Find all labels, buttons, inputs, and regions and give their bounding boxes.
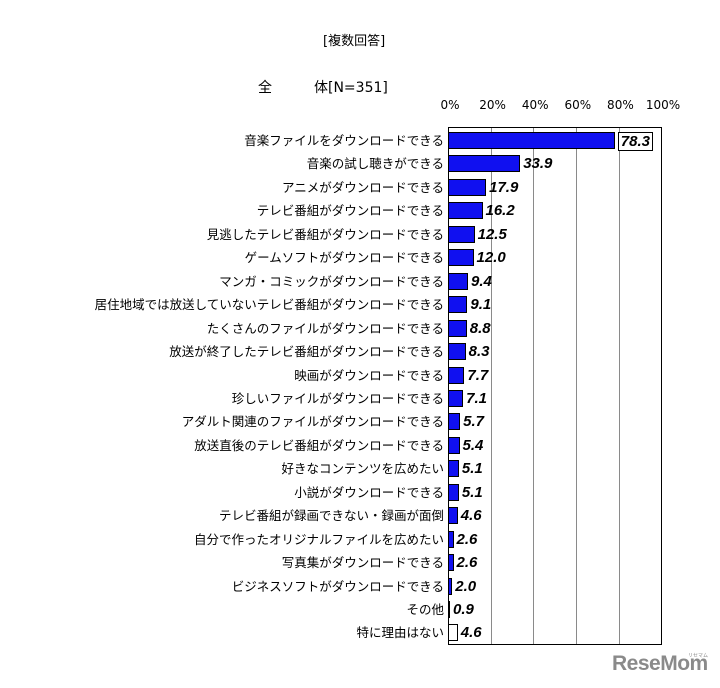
category-label: 居住地域では放送していないテレビ番組がダウンロードできる: [94, 297, 444, 313]
value-label: 5.7: [463, 413, 484, 431]
category-label: 写真集がダウンロードできる: [281, 555, 444, 571]
bar: [448, 249, 474, 267]
bar: [448, 178, 487, 196]
value-label: 2.6: [456, 554, 478, 572]
plot-area: [448, 127, 662, 645]
category-label: 音楽ファイルをダウンロードできる: [244, 133, 444, 148]
category-label: ゲームソフトがダウンロードできる: [244, 250, 444, 266]
bar: [448, 296, 468, 314]
bar: [448, 577, 453, 595]
value-label: 5.1: [461, 483, 483, 501]
value-label: 4.6: [460, 624, 482, 642]
value-label: 9.1: [470, 296, 492, 314]
bar: [448, 554, 454, 572]
category-label: その他: [406, 602, 444, 617]
value-label: 8.8: [469, 319, 491, 337]
bar: [448, 530, 454, 548]
group-title-right: 体[N=351]: [314, 80, 388, 96]
value-label: 7.1: [466, 389, 487, 407]
gridline-80: [618, 128, 620, 644]
category-label: 小説がダウンロードできる: [294, 484, 444, 500]
x-tick-label: 60%: [564, 98, 592, 112]
bar: [448, 366, 465, 384]
x-tick-label: 100%: [645, 98, 681, 112]
gridline-60: [576, 128, 577, 644]
category-label: 放送直後のテレビ番組がダウンロードできる: [194, 437, 444, 453]
bar: [448, 202, 483, 220]
category-label: ビジネスソフトがダウンロードできる: [231, 578, 444, 594]
category-label: 見逃したテレビ番組がダウンロードできる: [206, 226, 444, 242]
value-label: 0.9: [453, 601, 474, 618]
bar: [448, 413, 461, 431]
bar: [448, 436, 460, 454]
value-label: 8.3: [468, 343, 490, 361]
resemom-logo: ReseMom: [612, 652, 708, 675]
value-label: 2.0: [455, 577, 477, 595]
value-label: 16.2: [485, 202, 515, 220]
value-label: 33.9: [523, 155, 553, 173]
category-label: 自分で作ったオリジナルファイルを広めたい: [193, 531, 444, 547]
x-tick-label: 40%: [521, 98, 549, 112]
gridline-20: [490, 128, 492, 644]
bar: [448, 132, 615, 149]
value-label: 5.1: [461, 460, 483, 478]
category-label: 音楽の試し聴きができる: [306, 156, 444, 172]
group-title: 全 体[N=351]: [258, 77, 388, 97]
value-label: 2.6: [456, 530, 478, 548]
category-label: アダルト関連のファイルがダウンロードできる: [181, 414, 444, 430]
category-label: アニメがダウンロードできる: [281, 179, 444, 195]
value-label: 4.6: [460, 507, 482, 525]
bar: [448, 225, 475, 243]
resemom-logo-kana: リセマム: [688, 653, 709, 659]
category-label: テレビ番組が録画できない・録画が面倒: [218, 508, 444, 524]
x-tick-label: 80%: [607, 98, 634, 112]
value-label: 12.0: [476, 249, 506, 267]
category-label: 好きなコンテンツを広めたい: [281, 461, 444, 477]
bar: [448, 389, 464, 407]
bar: [448, 507, 458, 525]
bar: [448, 460, 459, 478]
bar: [448, 272, 469, 290]
bar: [448, 601, 450, 618]
value-label: 78.3: [617, 132, 653, 151]
bar: [448, 483, 459, 501]
category-label: 映画がダウンロードできる: [294, 367, 444, 383]
bar: [448, 624, 458, 642]
category-label: マンガ・コミックがダウンロードできる: [219, 273, 444, 289]
x-tick-label: 20%: [479, 98, 506, 112]
category-label: 放送が終了したテレビ番組がダウンロードできる: [169, 344, 444, 360]
category-label: 特に理由はない: [356, 625, 444, 641]
category-label: テレビ番組がダウンロードできる: [256, 203, 444, 219]
value-label: 7.7: [467, 366, 489, 384]
value-label: 17.9: [489, 178, 519, 196]
bar: [448, 319, 467, 337]
bar: [448, 343, 466, 361]
value-label: 9.4: [471, 272, 492, 290]
value-label: 5.4: [462, 436, 484, 454]
category-label: 珍しいファイルがダウンロードできる: [231, 390, 444, 406]
bar: [448, 155, 521, 173]
gridline-40: [533, 128, 534, 644]
value-label: 12.5: [477, 225, 507, 243]
x-tick-label: 0%: [440, 98, 460, 112]
group-title-left: 全: [258, 80, 272, 96]
category-label: たくさんのファイルがダウンロードできる: [206, 320, 444, 336]
chart-subtitle: [複数回答]: [323, 34, 386, 49]
